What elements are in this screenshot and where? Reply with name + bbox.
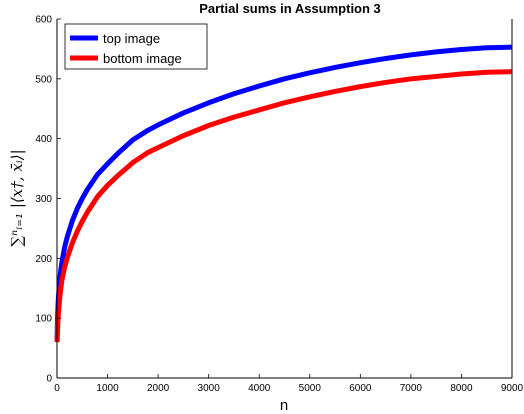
- y-tick-label: 0: [46, 374, 52, 385]
- plot-area: [57, 19, 512, 378]
- y-tick-label: 500: [35, 74, 52, 85]
- legend-box: [64, 23, 208, 70]
- y-tick-label: 600: [35, 15, 52, 26]
- x-tick-label: 7000: [400, 383, 423, 394]
- y-tick-label: 200: [35, 254, 52, 265]
- x-axis-label: n: [280, 397, 288, 414]
- x-tick-label: 5000: [299, 383, 322, 394]
- legend-label-bottom-image: bottom image: [103, 51, 182, 66]
- x-tick-label: 0: [54, 383, 60, 394]
- x-tick-label: 3000: [198, 383, 221, 394]
- x-tick-label: 4000: [248, 383, 271, 394]
- x-tick-label: 6000: [349, 383, 372, 394]
- y-ticks: 0 100 200 300 400 500 600: [35, 15, 61, 385]
- legend-label-top-image: top image: [103, 31, 160, 46]
- series-layer: [54, 44, 513, 343]
- y-tick-label: 300: [35, 194, 52, 205]
- chart-title: Partial sums in Assumption 3: [199, 1, 381, 16]
- x-ticks: 0 1000 2000 3000 4000 5000 6000 7000 8000 9000: [54, 374, 524, 394]
- x-tick-label: 1000: [96, 383, 119, 394]
- y-tick-label: 100: [35, 314, 52, 325]
- x-tick-label: 9000: [501, 383, 524, 394]
- series-line-bottom-image: [54, 69, 513, 343]
- x-tick-label: 8000: [450, 383, 473, 394]
- series-line-top-image: [54, 44, 513, 343]
- y-tick-label: 400: [35, 134, 52, 145]
- y-axis-label: ∑ⁿᵢ₌₁ |⟨x†, x̄ᵢ⟩|: [8, 149, 26, 246]
- x-tick-label: 2000: [147, 383, 170, 394]
- legend: top image bottom image: [64, 23, 208, 70]
